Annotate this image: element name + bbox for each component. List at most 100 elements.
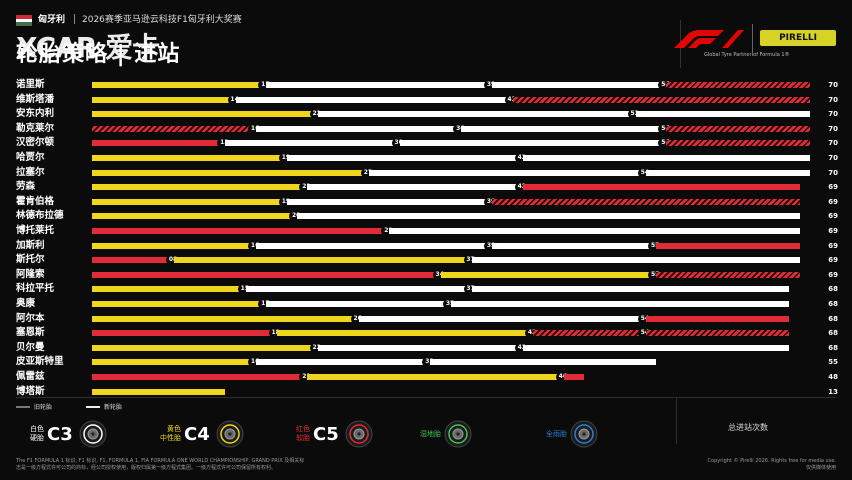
pit-lap-badge: 41 [504,94,519,105]
stint-bar [471,257,800,264]
page-title: 轮胎策略 | 进站 [16,42,181,67]
pit-lap-badge: 55 [648,240,663,251]
stint-bar [92,125,257,132]
driver-label: 诺里斯 [16,79,45,90]
stint-bar [399,140,667,147]
stint-bar [666,125,810,132]
pit-lap-badge: 16 [248,240,263,251]
stint-bar [92,374,308,380]
legend-new: 新轮胎 [86,402,122,411]
tyre-name: 全雨胎 [546,429,567,438]
pit-lap-badge: 37 [463,255,478,266]
tyre-legend-item: 白色 硬胎 C3 [30,418,107,450]
total-laps-label: 69 [828,183,838,192]
stint-bar [286,155,523,161]
pit-lap-badge: 46 [555,372,570,382]
tyre-legend-item: 全雨胎 [546,418,598,450]
stint-bar [256,242,493,249]
legend-used: 旧轮胎 [16,402,52,411]
driver-label: 林德布拉德 [16,210,64,222]
stint-bar [533,330,646,337]
pit-lap-badge: 42 [514,153,529,163]
total-stops-label: 总进站次数 [728,423,768,432]
stint-bar [317,344,523,351]
stint-bar [286,198,493,205]
driver-label: 斯托尔 [16,254,45,266]
stint-bar [656,271,800,278]
intermediate-tyre-icon [444,420,472,448]
footer-copyright: Copyright © Pirelli 2026. Rights free fo… [708,458,836,472]
pit-lap-badge: 18 [268,328,283,339]
stint-bar [492,242,657,249]
tyre-name: 黄色 中性胎 [160,425,181,442]
stint-bar [645,315,790,322]
stint-bar [461,125,667,132]
stint-bar [235,96,513,103]
driver-label: 阿尔本 [16,312,45,324]
stint-bar [245,286,472,293]
tyre-code: C3 [47,423,73,445]
pit-lap-badge: 13 [217,138,232,149]
wet-tyre-icon [570,420,598,448]
stint-bar [92,111,318,118]
pit-lap-badge: 22 [309,342,324,353]
pit-lap-badge: 56 [658,138,673,149]
pit-lap-badge: 16 [248,357,263,368]
total-laps-label: 70 [828,124,838,133]
pit-lap-badge: 16 [248,123,263,134]
pit-lap-badge: 35 [443,299,457,309]
stint-bar [92,96,236,103]
total-laps-label: 69 [828,241,838,250]
stint-bar [92,286,246,293]
pit-lap-badge: 55 [648,269,663,280]
total-laps-label: 68 [828,314,838,323]
pit-lap-badge: 21 [299,182,314,193]
driver-label: 勒克莱尔 [16,122,55,134]
pit-lap-badge: 19 [278,196,293,207]
stint-bar [635,111,810,118]
driver-label: 阿隆索 [16,268,45,280]
stint-bar [276,330,534,337]
stint-bar [645,330,790,337]
pit-lap-badge: 42 [514,182,529,193]
stint-bar [522,184,800,191]
total-laps-label: 68 [828,329,838,338]
stint-bar [92,82,267,88]
stint-bar [440,271,657,278]
stint-bar [92,315,359,322]
stint-bar [256,125,462,132]
driver-label: 劳森 [16,181,36,193]
tyre-legend-item: 湿地胎 [420,418,472,450]
tyre-legend-item: 红色 软胎 C5 [296,418,373,450]
stint-bar [92,155,287,161]
pit-lap-badge: 14 [227,94,242,105]
tyre-name: 湿地胎 [420,429,441,438]
driver-label: 博塔斯 [16,385,45,397]
pit-lap-badge: 39 [484,240,499,251]
driver-label: 加斯利 [16,239,45,251]
stint-bar [563,374,585,380]
footer-legal-line-2: 志是一级方程式许可公司的商标，经公司授权使用，版权归属第一级方程式集团。一级方程… [16,465,277,471]
stint-bar [358,315,646,322]
driver-label: 博托莱托 [16,225,55,236]
pit-lap-badge: 37 [463,284,478,295]
pit-lap-badge: 54 [637,328,652,339]
medium-tyre-icon [216,420,244,448]
stint-bar [174,257,472,264]
total-laps-label: 68 [828,300,838,308]
pit-lap-badge: 19 [278,153,293,163]
tyre-code: C4 [184,423,210,445]
stint-bar [92,228,390,234]
pit-lap-badge: 54 [637,313,652,324]
stint-bar [471,286,790,293]
footer-legal-line-1: The F1 FORMULA 1 标识, F1 标识, F1, FORMULA … [16,458,305,464]
stint-bar [92,330,277,337]
stint-bar [92,359,257,366]
stint-bar [512,96,810,103]
stint-bar [92,257,175,264]
tyre-name: 白色 硬胎 [30,425,44,442]
pit-lap-badge: 42 [514,342,529,353]
stint-bar [266,82,493,88]
total-laps-label: 68 [828,285,838,294]
pit-lap-badge: 26 [350,313,365,324]
